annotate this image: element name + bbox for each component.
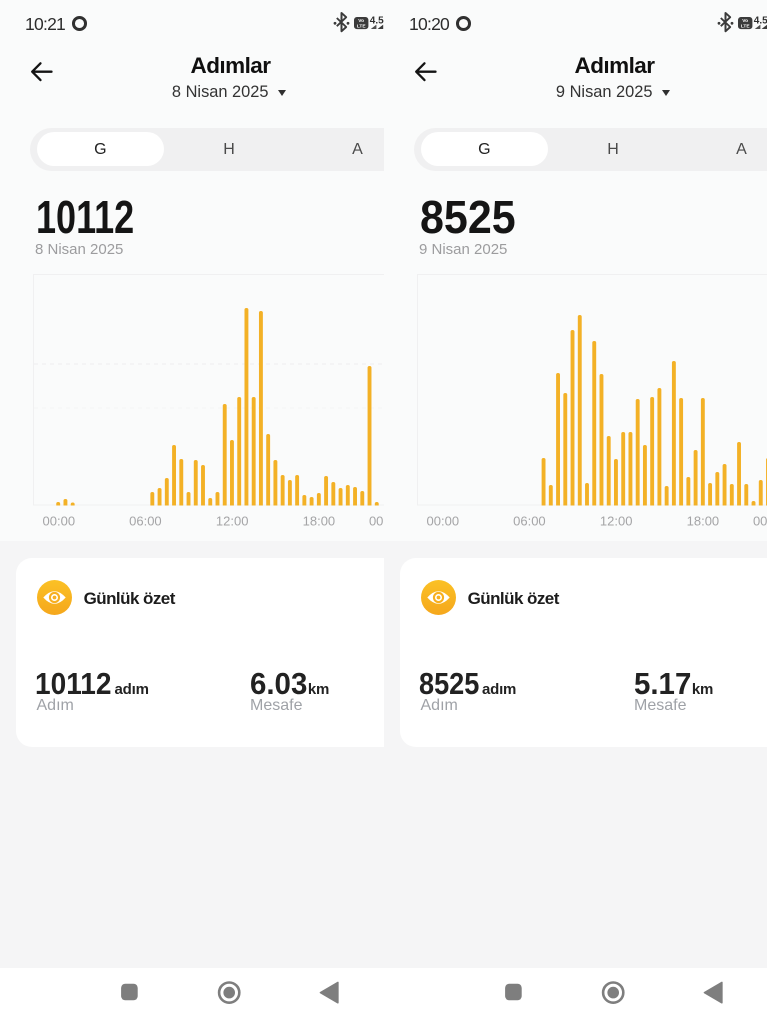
svg-text:00:00: 00:00 [369,514,384,529]
svg-text:Vo: Vo [358,18,364,24]
svg-text:LTE: LTE [357,23,367,29]
svg-text:LTE: LTE [741,23,751,29]
svg-text:18:00: 18:00 [303,514,336,529]
svg-text:06:00: 06:00 [129,514,162,529]
svg-text:Vo: Vo [742,18,748,24]
svg-text:18:00: 18:00 [687,514,720,529]
svg-text:12:00: 12:00 [600,514,633,529]
svg-text:00:00: 00:00 [43,514,76,529]
svg-text:00:00: 00:00 [753,514,767,529]
svg-text:06:00: 06:00 [513,514,546,529]
svg-text:4.5: 4.5 [754,15,767,26]
svg-text:12:00: 12:00 [216,514,249,529]
svg-text:00:00: 00:00 [427,514,460,529]
svg-text:4.5: 4.5 [370,15,384,26]
